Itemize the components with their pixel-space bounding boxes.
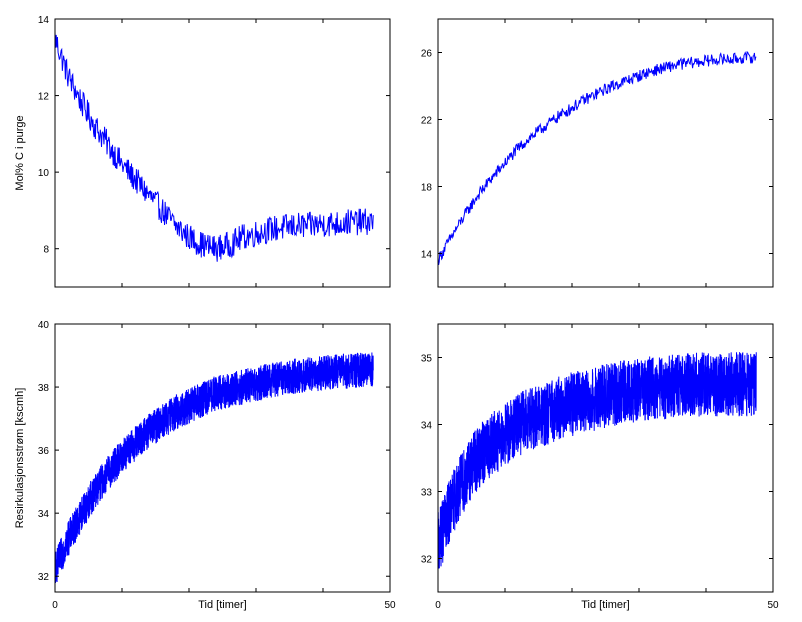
x-tick-label: 0 xyxy=(435,600,441,611)
y-axis-label: Resirkulasjonsstrøm [kscmh] xyxy=(14,388,26,529)
y-tick-label: 8 xyxy=(43,245,49,256)
panel-bottom-left: 32 34 36 38 40 0 50 Tid [timer] Resirkulasjonsst… xyxy=(14,320,396,611)
x-tick-label: 50 xyxy=(384,600,396,611)
y-tick-label: 14 xyxy=(38,15,50,26)
panel-top-left: 8 10 12 14 Mol% C i purge xyxy=(14,15,391,288)
y-tick-label: 12 xyxy=(38,92,50,103)
series-line xyxy=(55,32,374,262)
y-axis-label: Mol% C i purge xyxy=(14,115,26,190)
axes-box xyxy=(437,323,774,593)
axes-box xyxy=(54,323,391,593)
y-tick-label: 38 xyxy=(38,383,50,394)
axes-box xyxy=(54,18,391,288)
y-tick-label: 36 xyxy=(38,446,50,457)
series-line xyxy=(438,352,757,569)
x-tick-label: 50 xyxy=(767,600,779,611)
x-axis-label: Tid [timer] xyxy=(198,599,247,611)
axes-box xyxy=(437,18,774,288)
series-line xyxy=(438,51,757,266)
y-tick-label: 10 xyxy=(38,168,50,179)
y-tick-label: 34 xyxy=(38,509,50,520)
y-tick-label: 26 xyxy=(421,49,433,60)
series-line xyxy=(55,352,374,583)
y-tick-label: 33 xyxy=(421,488,433,499)
y-tick-label: 32 xyxy=(421,555,433,566)
y-tick-label: 14 xyxy=(421,250,433,261)
y-tick-label: 18 xyxy=(421,183,433,194)
panel-top-right: 14 18 22 26 xyxy=(421,18,774,288)
y-tick-label: 32 xyxy=(38,572,50,583)
y-tick-label: 40 xyxy=(38,320,50,331)
y-tick-label: 35 xyxy=(421,354,433,365)
y-tick-label: 22 xyxy=(421,116,433,127)
x-axis-label: Tid [timer] xyxy=(581,599,630,611)
panel-bottom-right: 32 33 34 35 0 50 Tid [timer] xyxy=(421,323,779,611)
x-tick-label: 0 xyxy=(52,600,58,611)
y-tick-label: 34 xyxy=(421,421,433,432)
